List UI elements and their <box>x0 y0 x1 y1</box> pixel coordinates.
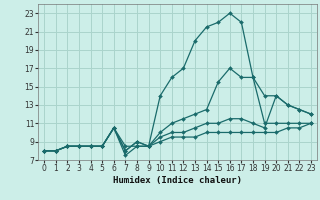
X-axis label: Humidex (Indice chaleur): Humidex (Indice chaleur) <box>113 176 242 185</box>
